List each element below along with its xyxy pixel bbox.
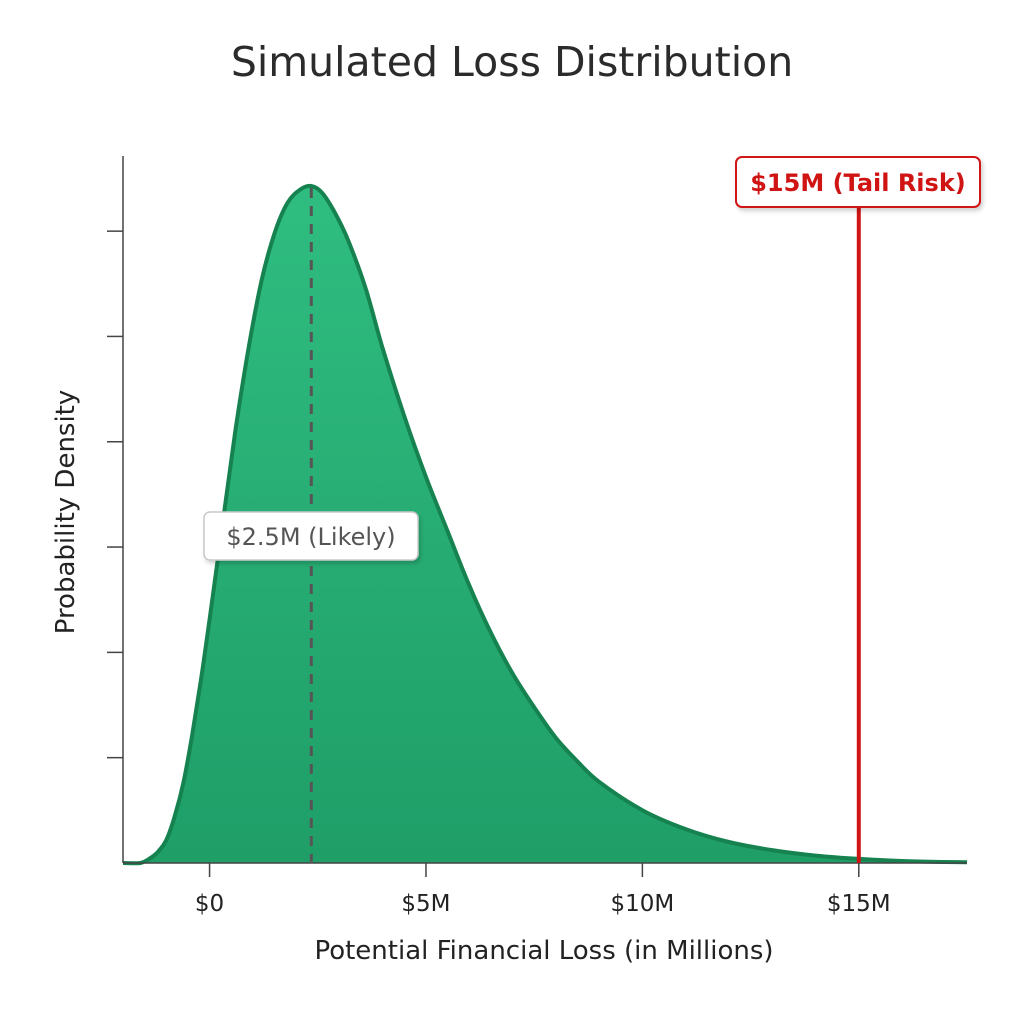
likely-marker-text: $2.5M (Likely) xyxy=(226,523,395,551)
x-tick-label-3: $15M xyxy=(827,891,891,917)
x-tick-label-1: $5M xyxy=(401,891,450,917)
x-axis-label: Potential Financial Loss (in Millions) xyxy=(314,936,774,966)
likely-marker-label: $2.5M (Likely) xyxy=(203,511,419,561)
area-fill-series-0 xyxy=(123,185,967,864)
tail-risk-marker-label: $15M (Tail Risk) xyxy=(735,156,981,208)
tail-risk-marker-text: $15M (Tail Risk) xyxy=(750,169,966,197)
x-tick-label-2: $10M xyxy=(611,891,675,917)
x-tick-label-0: $0 xyxy=(195,891,224,917)
area-line-series-0 xyxy=(122,183,968,866)
chart-title: Simulated Loss Distribution xyxy=(230,38,794,86)
